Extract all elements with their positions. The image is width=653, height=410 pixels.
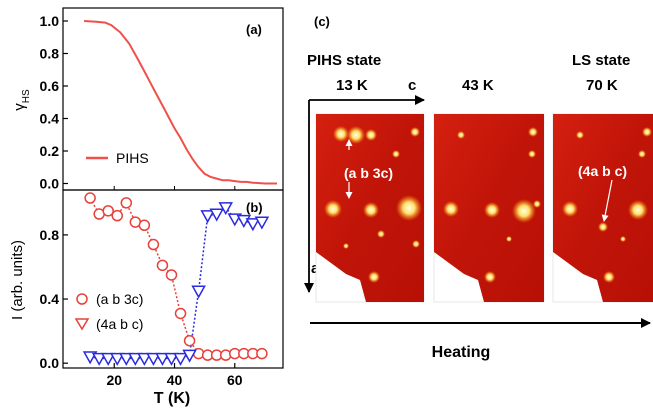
temperature-13k: 13 K <box>336 77 368 94</box>
annot-right-arrow <box>601 179 613 222</box>
panel-b-y-tick-label: 0.4 <box>40 291 60 307</box>
4abc-marker <box>245 218 261 232</box>
panel-b-label: (b) <box>246 200 263 215</box>
legend-label-ab3c: (a b 3c) <box>96 291 143 307</box>
diffraction-image-13k <box>315 113 425 303</box>
panel-a-y-tick-label: 0.6 <box>40 78 60 94</box>
4abc-marker <box>191 285 206 299</box>
ab3c-marker <box>120 197 133 209</box>
panel-a-y-label: γHS <box>11 89 32 111</box>
panel-b-y-ticks: 0.8 0.4 0.0 <box>40 227 68 371</box>
panel-b-x-tick-label: 40 <box>167 372 183 388</box>
legend-marker-ab3c <box>76 293 88 305</box>
ab3c-marker <box>156 259 169 272</box>
ab3c-marker <box>183 334 196 347</box>
annot-left-label: (a b 3c) <box>344 165 393 181</box>
4abc-marker <box>137 352 152 366</box>
4abc-marker <box>109 352 125 366</box>
panel-b-x-tick-label: 20 <box>106 372 122 388</box>
ab3c-marker <box>138 219 151 232</box>
panel-a-y-tick-label: 0.2 <box>40 143 60 159</box>
4abc-marker <box>173 352 188 366</box>
4abc-marker <box>164 352 179 366</box>
4abc-markers <box>82 202 270 366</box>
panel-a-y-tick-label: 0.8 <box>40 46 60 62</box>
state-right-label: LS state <box>572 52 630 69</box>
panel-b-x-tick-label: 60 <box>227 372 243 388</box>
panel-a: (a) 1.0 0.8 0.6 0.4 0.2 0.0 PIHS γHS <box>11 7 284 192</box>
diffraction-image-70k <box>552 113 653 303</box>
panel-b: (b) 0.8 0.4 0.0 20 40 60 (a b 3c) (4a b c) I… <box>9 189 284 407</box>
panel-b-y-label: I (arb. units) <box>9 240 26 320</box>
4abc-marker <box>209 208 224 222</box>
panel-a-y-tick-label: 0.4 <box>40 111 60 127</box>
panel-c: (c) PIHS state LS state 13 K 43 K 70 K c… <box>304 14 653 361</box>
panel-b-y-tick-label: 0.8 <box>40 227 60 243</box>
axis-c-label: c <box>408 77 416 94</box>
4abc-marker <box>128 352 143 366</box>
panel-a-label: (a) <box>246 22 262 37</box>
ab3c-markers <box>84 192 268 361</box>
4abc-marker <box>182 349 197 363</box>
4abc-marker <box>155 352 170 366</box>
ab3c-marker <box>256 347 268 360</box>
state-left-label: PIHS state <box>307 52 381 69</box>
4abc-marker <box>119 352 134 366</box>
panel-a-y-ticks: 1.0 0.8 0.6 0.4 0.2 0.0 <box>40 13 236 192</box>
panel-a-y-tick-label: 1.0 <box>40 13 60 29</box>
ab3c-marker <box>111 209 123 222</box>
annot-right-label: (4a b c) <box>578 163 627 179</box>
ab3c-marker <box>147 238 160 251</box>
axis-a-label: a <box>311 260 320 277</box>
temperature-70k: 70 K <box>586 77 618 94</box>
ab3c-marker <box>165 269 178 281</box>
gamma-hs-curve <box>84 20 277 185</box>
panel-b-y-tick-label: 0.0 <box>40 355 60 371</box>
ab3c-marker <box>219 349 232 361</box>
4abc-marker <box>200 210 215 224</box>
4abc-marker <box>146 352 161 366</box>
temperature-43k: 43 K <box>462 77 494 94</box>
4abc-dotted-line <box>89 206 263 360</box>
ab3c-marker <box>174 307 187 320</box>
panel-b-frame <box>62 189 284 369</box>
panel-b-x-label: T (K) <box>154 390 190 407</box>
ab3c-marker <box>102 205 114 217</box>
panel-a-y-tick-label: 0.0 <box>40 176 60 192</box>
4abc-marker <box>100 352 116 366</box>
4abc-marker <box>218 202 234 216</box>
4abc-marker <box>254 216 270 230</box>
panel-b-x-ticks: 20 40 60 <box>106 363 243 388</box>
4abc-marker <box>91 352 107 366</box>
legend-marker-4abc <box>74 318 90 331</box>
ab3c-marker <box>84 192 96 204</box>
heating-label: Heating <box>432 344 491 361</box>
legend-label-pihs: PIHS <box>116 150 149 166</box>
panel-c-label: (c) <box>314 14 330 29</box>
legend-label-4abc: (4a b c) <box>96 316 143 332</box>
diffraction-image-43k <box>433 113 545 303</box>
